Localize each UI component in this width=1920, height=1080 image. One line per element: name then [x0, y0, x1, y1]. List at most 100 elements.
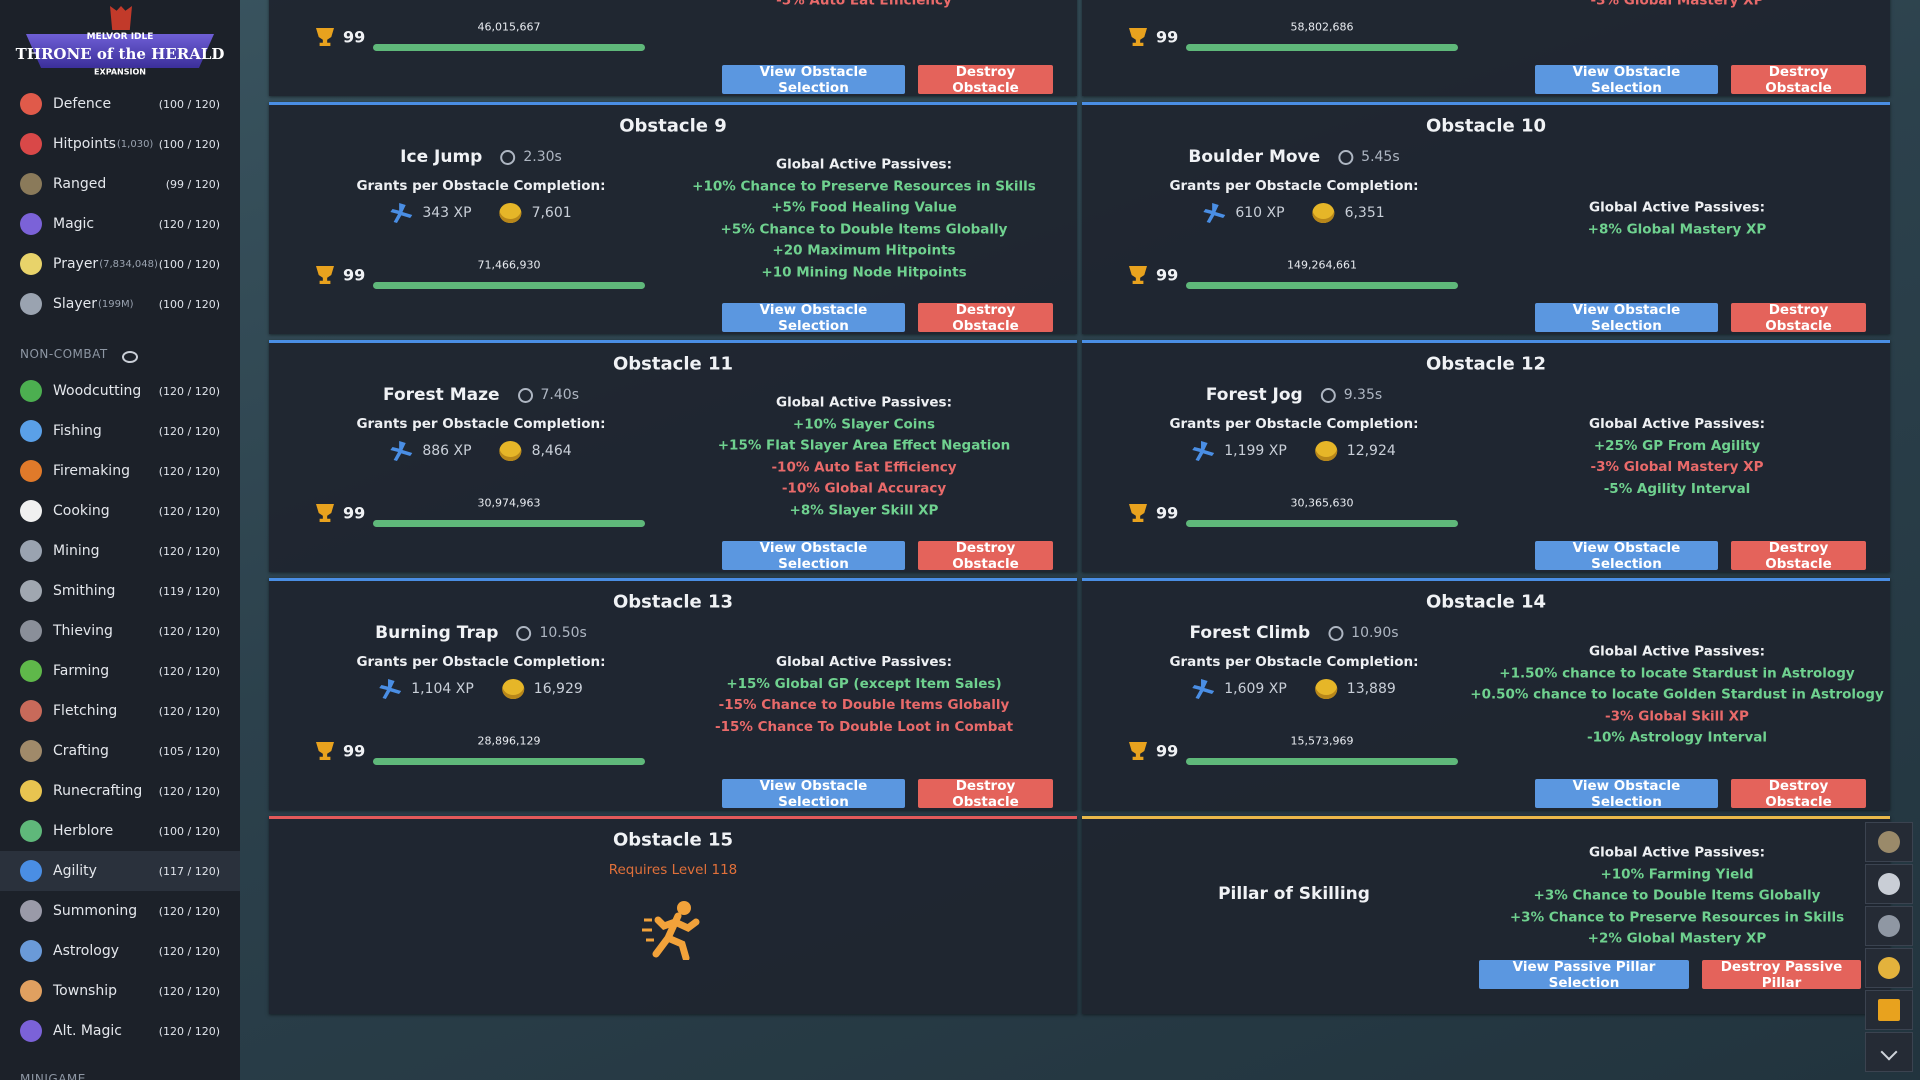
skill-level: (120 / 120)	[158, 664, 220, 678]
passive-effect: -15% Chance to Double Items Globally	[718, 697, 1010, 713]
skill-name: Firemaking	[53, 463, 130, 479]
xp-reward: 886 XP	[422, 443, 472, 459]
skill-item[interactable]: Herblore (100 / 120)	[0, 811, 240, 851]
clock-icon	[517, 387, 533, 403]
trophy-icon	[1129, 266, 1147, 284]
view-button[interactable]: View Obstacle Selection	[722, 540, 905, 572]
view-button[interactable]: View Passive Pillar Selection	[1479, 959, 1689, 991]
skill-name: Runecrafting	[53, 783, 143, 799]
mastery-bar	[1186, 282, 1458, 289]
destroy-button[interactable]: Destroy Obstacle	[1731, 64, 1866, 96]
obstacle-time: 9.35s	[1343, 387, 1383, 403]
skill-level: (120 / 120)	[158, 784, 220, 798]
obstacle-name: Ice Jump	[400, 147, 483, 167]
skill-item[interactable]: Woodcutting (120 / 120)	[0, 371, 240, 411]
mastery-bar	[1186, 520, 1458, 527]
tool-button[interactable]	[1865, 822, 1913, 862]
skill-level: (100 / 120)	[158, 97, 220, 111]
skill-item[interactable]: Thieving (120 / 120)	[0, 611, 240, 651]
view-button[interactable]: View Obstacle Selection	[1535, 64, 1718, 96]
skill-item[interactable]: Township (120 / 120)	[0, 971, 240, 1011]
skill-icon	[20, 420, 42, 442]
skill-item[interactable]: Runecrafting (120 / 120)	[0, 771, 240, 811]
destroy-button[interactable]: Destroy Obstacle	[918, 64, 1053, 96]
skill-item[interactable]: Prayer (7,834,048) (100 / 120)	[0, 244, 240, 284]
passive-list: Global Active Passives: +25% GP From Agil…	[1589, 414, 1765, 500]
obstacle-title: Obstacle 11	[612, 353, 734, 375]
logo-title: THRONE of the HERALD	[15, 45, 225, 63]
skill-item[interactable]: Defence (100 / 120)	[0, 84, 240, 124]
skill-item[interactable]: Hitpoints (1,030) (100 / 120)	[0, 124, 240, 164]
skill-level: (120 / 120)	[158, 984, 220, 998]
skill-icon	[20, 293, 42, 315]
passive-label: Global Active Passives:	[1588, 416, 1766, 432]
destroy-button[interactable]: Destroy Passive Pillar	[1702, 959, 1861, 991]
obstacle-panel: Obstacle 11 Forest Maze 7.40s Grants per Ob…	[269, 340, 1077, 572]
skill-item[interactable]: Mining (120 / 120)	[0, 531, 240, 571]
skill-item[interactable]: Astrology (120 / 120)	[0, 931, 240, 971]
skill-level: (100 / 120)	[158, 257, 220, 271]
mastery-level: 99	[1156, 265, 1179, 285]
skill-name: Astrology	[53, 943, 120, 959]
skill-item[interactable]: Cooking (120 / 120)	[0, 491, 240, 531]
tool-button[interactable]	[1865, 906, 1913, 946]
skill-item[interactable]: Agility (117 / 120)	[0, 851, 240, 891]
logo-sub: EXPANSION	[94, 67, 146, 77]
skill-name: Thieving	[53, 623, 113, 639]
skill-item[interactable]: Firemaking (120 / 120)	[0, 451, 240, 491]
trophy-icon	[316, 742, 334, 760]
skill-item[interactable]: Slayer (199M) (100 / 120)	[0, 284, 240, 324]
destroy-button[interactable]: Destroy Obstacle	[1731, 302, 1866, 334]
mastery-bar	[1186, 44, 1458, 51]
obstacle-title: Obstacle 14	[1425, 591, 1547, 613]
passive-effect: +3% Chance to Double Items Globally	[1533, 887, 1821, 904]
view-button[interactable]: View Obstacle Selection	[1535, 302, 1718, 334]
tool-button[interactable]	[1865, 948, 1913, 988]
passive-effect: +10% Farming Yield	[1600, 865, 1754, 882]
destroy-button[interactable]: Destroy Obstacle	[918, 302, 1053, 334]
tool-button[interactable]	[1865, 1032, 1913, 1072]
skill-item[interactable]: Ranged (99 / 120)	[0, 164, 240, 204]
skill-item[interactable]: Alt. Magic (120 / 120)	[0, 1011, 240, 1051]
skill-name: Fishing	[53, 423, 102, 439]
view-button[interactable]: View Obstacle Selection	[722, 64, 905, 96]
destroy-button[interactable]: Destroy Obstacle	[1731, 540, 1866, 572]
skill-level: (105 / 120)	[158, 744, 220, 758]
destroy-button[interactable]: Destroy Obstacle	[1731, 778, 1866, 810]
passive-label: Global Active Passives:	[775, 394, 952, 411]
passive-list: Global Active Passives: +10% Chance to Pr…	[692, 155, 1036, 284]
view-button[interactable]: View Obstacle Selection	[1535, 540, 1718, 572]
skill-item[interactable]: Farming (120 / 120)	[0, 651, 240, 691]
obstacle-panel: Obstacle 9 Ice Jump 2.30s Grants per Obstac…	[269, 102, 1077, 334]
logo[interactable]: MELVOR IDLE THRONE of the HERALD EXPANSI…	[16, 6, 224, 78]
destroy-button[interactable]: Destroy Obstacle	[918, 540, 1053, 572]
obstacle-time: 2.30s	[523, 149, 562, 165]
trophy-icon	[316, 28, 334, 46]
skill-item[interactable]: Crafting (105 / 120)	[0, 731, 240, 771]
tool-button[interactable]	[1865, 990, 1913, 1030]
view-button[interactable]: View Obstacle Selection	[1535, 778, 1718, 810]
skill-item[interactable]: Magic (120 / 120)	[0, 204, 240, 244]
grants-label: Grants per Obstacle Completion:	[1169, 178, 1419, 194]
passive-effect: -15% Chance To Double Loot in Combat	[714, 718, 1014, 735]
skill-item[interactable]: Smithing (119 / 120)	[0, 571, 240, 611]
skill-icon	[20, 940, 42, 962]
tool-button[interactable]	[1865, 864, 1913, 904]
gp-reward: 6,351	[1344, 205, 1385, 221]
passive-effect: +10% Chance to Preserve Resources in Ski…	[692, 178, 1036, 194]
view-button[interactable]: View Obstacle Selection	[722, 302, 905, 334]
grants-label: Grants per Obstacle Completion:	[1169, 416, 1419, 432]
skill-item[interactable]: Summoning (120 / 120)	[0, 891, 240, 931]
destroy-button[interactable]: Destroy Obstacle	[918, 778, 1053, 810]
view-button[interactable]: View Obstacle Selection	[722, 778, 905, 810]
mastery-xp: 30,974,963	[477, 496, 541, 510]
skill-item[interactable]: Fishing (120 / 120)	[0, 411, 240, 451]
gp-icon	[501, 679, 524, 699]
mastery-level: 99	[343, 27, 366, 47]
skill-item[interactable]: Fletching (120 / 120)	[0, 691, 240, 731]
skill-name: Herblore	[53, 823, 114, 839]
grants-label: Grants per Obstacle Completion:	[356, 654, 606, 670]
obstacle-title: Obstacle 15	[612, 829, 734, 851]
xp-reward: 1,104 XP	[411, 681, 474, 697]
